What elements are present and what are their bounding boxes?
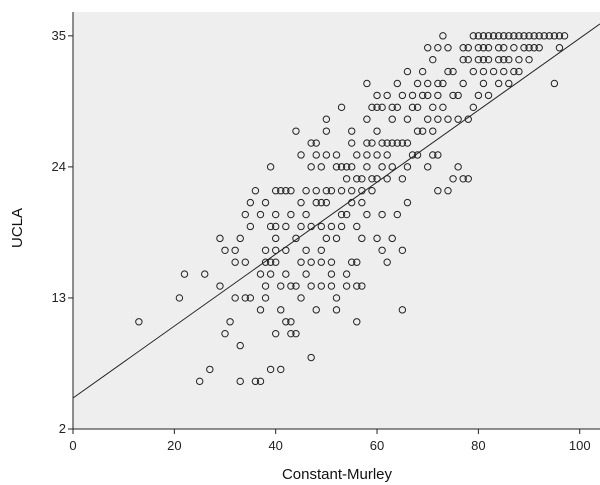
x-ticks: 0 20 40 60 80 100 xyxy=(69,429,590,453)
x-axis-title: Constant-Murley xyxy=(282,466,393,483)
x-tick-label: 100 xyxy=(569,438,591,453)
y-tick-label: 2 xyxy=(59,421,66,436)
x-tick-label: 40 xyxy=(268,438,282,453)
x-tick-label: 0 xyxy=(69,438,76,453)
y-axis-title: UCLA xyxy=(9,208,26,248)
y-tick-label: 35 xyxy=(52,28,66,43)
x-tick-label: 80 xyxy=(471,438,485,453)
y-tick-label: 13 xyxy=(52,290,66,305)
y-ticks: 2 13 24 35 xyxy=(52,28,73,436)
x-tick-label: 20 xyxy=(167,438,181,453)
x-tick-label: 60 xyxy=(370,438,384,453)
y-tick-label: 24 xyxy=(52,159,66,174)
